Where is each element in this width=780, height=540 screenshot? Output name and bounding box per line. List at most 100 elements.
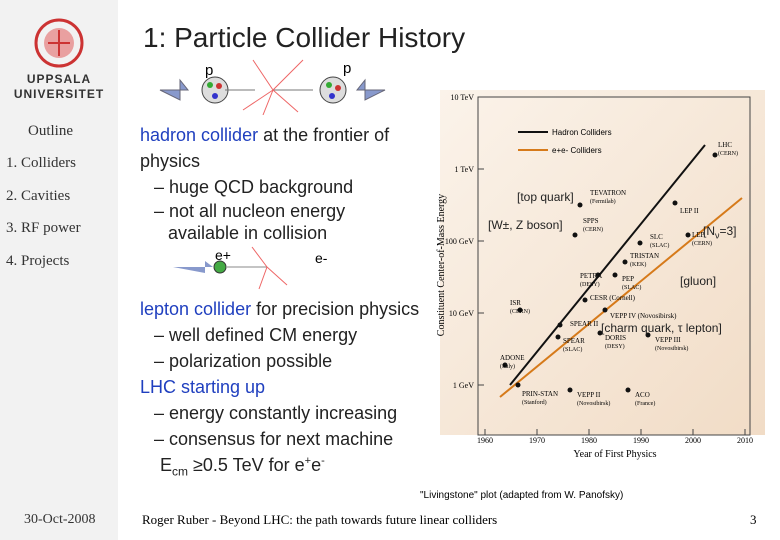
collider-name: SPEAR bbox=[563, 337, 585, 345]
collider-name: ISR bbox=[510, 299, 521, 307]
collider-name: DORIS bbox=[605, 334, 626, 342]
collider-name: VEPP III bbox=[655, 336, 681, 344]
collider-dot bbox=[685, 232, 691, 238]
logo-line: UNIVERSITET bbox=[13, 87, 105, 101]
x-tick-label: 2000 bbox=[685, 436, 701, 445]
text: [N bbox=[703, 224, 715, 238]
collider-dot bbox=[612, 272, 618, 278]
y-tick-label: 100 GeV bbox=[445, 237, 474, 246]
footer-text: Roger Ruber - Beyond LHC: the path towar… bbox=[142, 512, 498, 527]
collider-lab: (Novosibirsk) bbox=[577, 400, 610, 407]
bullet: – not all nucleon energy available in co… bbox=[154, 201, 346, 243]
collider-lab: (SLAC) bbox=[622, 284, 641, 291]
collider-name: PETRA bbox=[580, 272, 602, 280]
legend-label: Hadron Colliders bbox=[552, 128, 612, 137]
annotation: [Nν=3] bbox=[703, 224, 737, 240]
collider-dot bbox=[712, 152, 718, 158]
lepton-block: lepton collider for precision physics – … bbox=[140, 296, 430, 481]
logo-line: UPPSALA bbox=[26, 72, 92, 86]
collider-lab: (Novosibirsk) bbox=[655, 345, 688, 352]
collider-lab: (SLAC) bbox=[650, 242, 669, 249]
collider-name: ACO bbox=[635, 391, 650, 399]
collider-name: CESR (Cornell) bbox=[590, 294, 636, 302]
page-number: 3 bbox=[750, 512, 757, 527]
collider-name: SPEAR II bbox=[570, 320, 599, 328]
lepton-diagram: e+ e- bbox=[173, 246, 328, 290]
menu-item[interactable]: 3. RF power bbox=[6, 220, 81, 236]
menu-item[interactable]: 2. Cavities bbox=[6, 188, 71, 204]
menu-item[interactable]: 4. Projects bbox=[6, 253, 70, 269]
y-tick-label: 10 GeV bbox=[449, 309, 474, 318]
livingston-plot: Constituent Center-of-Mass Energy Year o… bbox=[436, 90, 765, 460]
collider-dot bbox=[622, 259, 628, 265]
sidebar: UPPSALA UNIVERSITET Outline 1. Colliders… bbox=[0, 0, 118, 540]
collider-dot bbox=[555, 334, 561, 340]
collider-lab: (DESY) bbox=[605, 343, 625, 350]
collider-lab: (CERN) bbox=[510, 308, 530, 315]
collider-lab: (CERN) bbox=[583, 226, 603, 233]
collider-lab: (KEK) bbox=[630, 261, 646, 268]
collider-dot bbox=[577, 202, 583, 208]
bullet: – polarization possible bbox=[154, 351, 333, 371]
collider-name: ADONE bbox=[500, 354, 525, 362]
collider-dot bbox=[517, 307, 523, 313]
collider-lab: (France) bbox=[635, 400, 655, 407]
highlight: hadron collider bbox=[140, 125, 259, 145]
annotation: [gluon] bbox=[680, 274, 717, 288]
annotation: [W±, Z boson] bbox=[488, 218, 563, 232]
collider-name: TEVATRON bbox=[590, 189, 626, 197]
x-axis-label: Year of First Physics bbox=[573, 449, 656, 460]
formula: Ecm ≥0.5 TeV for e+e- bbox=[140, 452, 430, 481]
collider-dot bbox=[637, 240, 643, 246]
collider-lab: (Fermilab) bbox=[590, 198, 616, 205]
x-tick-label: 2010 bbox=[737, 436, 753, 445]
bullet: – huge QCD background bbox=[154, 177, 354, 197]
collider-name: VEPP IV (Novosibirsk) bbox=[610, 312, 677, 320]
university-seal bbox=[34, 18, 84, 68]
annotation: [charm quark, τ lepton] bbox=[601, 321, 722, 335]
menu-item[interactable]: Outline bbox=[28, 123, 73, 139]
collider-dot bbox=[625, 387, 631, 393]
collider-lab: (CERN) bbox=[692, 240, 712, 247]
highlight: LHC starting up bbox=[140, 377, 266, 397]
collider-name: LEP II bbox=[680, 207, 699, 215]
collider-dot bbox=[557, 322, 563, 328]
collider-lab: (DESY) bbox=[580, 281, 600, 288]
subscript: cm bbox=[172, 464, 189, 479]
text: =3] bbox=[719, 224, 737, 238]
text: for precision physics bbox=[251, 299, 420, 319]
collider-dot bbox=[597, 330, 603, 336]
bullet: – consensus for next machine bbox=[154, 429, 394, 449]
text: e bbox=[311, 455, 322, 475]
x-tick-label: 1980 bbox=[581, 436, 597, 445]
collider-dot bbox=[572, 232, 578, 238]
collider-dot bbox=[515, 382, 521, 388]
bullet: – well defined CM energy bbox=[154, 325, 358, 345]
subscript: ν bbox=[715, 230, 720, 241]
menu-item[interactable]: 1. Colliders bbox=[6, 155, 76, 171]
particle-label: p bbox=[205, 62, 213, 79]
logo-text: UPPSALA UNIVERSITET bbox=[0, 72, 118, 102]
collider-name: SPPS bbox=[583, 217, 599, 225]
slide-title: 1: Particle Collider History bbox=[143, 22, 466, 53]
collider-dot bbox=[582, 297, 588, 303]
collider-name: LHC bbox=[718, 141, 732, 149]
particle-label: e+ bbox=[215, 247, 231, 263]
collider-name: VEPP II bbox=[577, 391, 601, 399]
collider-lab: (Italy) bbox=[500, 363, 515, 370]
collider-name: SLC bbox=[650, 233, 663, 241]
particle-label: p bbox=[343, 60, 351, 77]
caption: "Livingstone" plot (adapted from W. Pano… bbox=[420, 490, 624, 501]
hadron-block: hadron collider at the frontier of physi… bbox=[140, 122, 425, 244]
collider-lab: (CERN) bbox=[718, 150, 738, 157]
date: 30-Oct-2008 bbox=[24, 512, 96, 527]
y-tick-label: 1 GeV bbox=[453, 381, 474, 390]
x-tick-label: 1970 bbox=[529, 436, 545, 445]
x-tick-label: 1960 bbox=[477, 436, 493, 445]
x-tick-label: 1990 bbox=[633, 436, 649, 445]
collider-dot bbox=[595, 272, 601, 278]
text: at the frontier of physics bbox=[140, 125, 390, 171]
collider-dot bbox=[672, 200, 678, 206]
y-axis-label: Constituent Center-of-Mass Energy bbox=[436, 194, 447, 336]
